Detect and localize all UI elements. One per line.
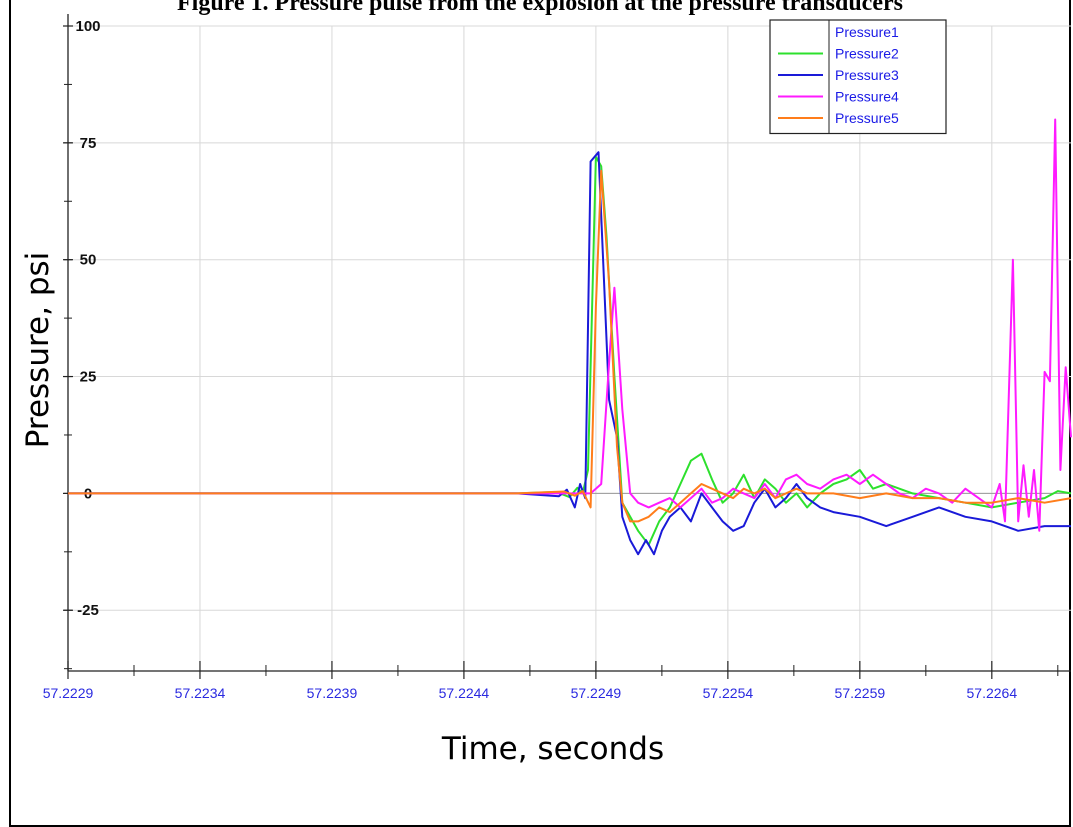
x-tick-label: 57.2249 <box>571 685 622 701</box>
legend-label-pressure3: Pressure3 <box>835 67 899 83</box>
legend-box <box>769 19 947 135</box>
series-lines <box>68 118 1072 556</box>
x-tick-label: 57.2259 <box>835 685 886 701</box>
axes <box>63 14 1071 679</box>
x-tick-label: 57.2234 <box>175 685 226 701</box>
y-tick-label: 25 <box>80 369 97 386</box>
legend-label-pressure2: Pressure2 <box>835 46 899 62</box>
series-line-pressure2 <box>68 155 1072 546</box>
x-tick-labels: 57.2229 57.2234 57.2239 57.2244 57.2249 57.22… <box>43 685 1018 701</box>
series-line-pressure3 <box>68 151 1071 556</box>
x-axis-title: Time, seconds <box>441 731 664 767</box>
y-axis-title: Pressure, psi <box>20 252 56 449</box>
series-line-pressure5 <box>68 169 1072 523</box>
x-tick-label: 57.2229 <box>43 685 94 701</box>
x-tick-label: 57.2239 <box>307 685 358 701</box>
x-tick-label: 57.2254 <box>703 685 754 701</box>
y-tick-label: 75 <box>80 135 97 152</box>
y-tick-label: 50 <box>80 252 97 269</box>
legend-label-pressure1: Pressure1 <box>835 24 899 40</box>
figure-caption: Figure 1. Pressure pulse from the explos… <box>177 0 903 16</box>
legend: Pressure1 Pressure2 Pressure3 Pressure4 Pres… <box>769 19 947 135</box>
legend-label-pressure4: Pressure4 <box>835 89 899 105</box>
legend-label-pressure5: Pressure5 <box>835 110 899 126</box>
x-tick-label: 57.2264 <box>967 685 1018 701</box>
y-tick-label: -25 <box>77 602 99 619</box>
x-tick-label: 57.2244 <box>439 685 490 701</box>
series-line-pressure4 <box>68 118 1072 532</box>
y-tick-label: 100 <box>75 18 100 35</box>
